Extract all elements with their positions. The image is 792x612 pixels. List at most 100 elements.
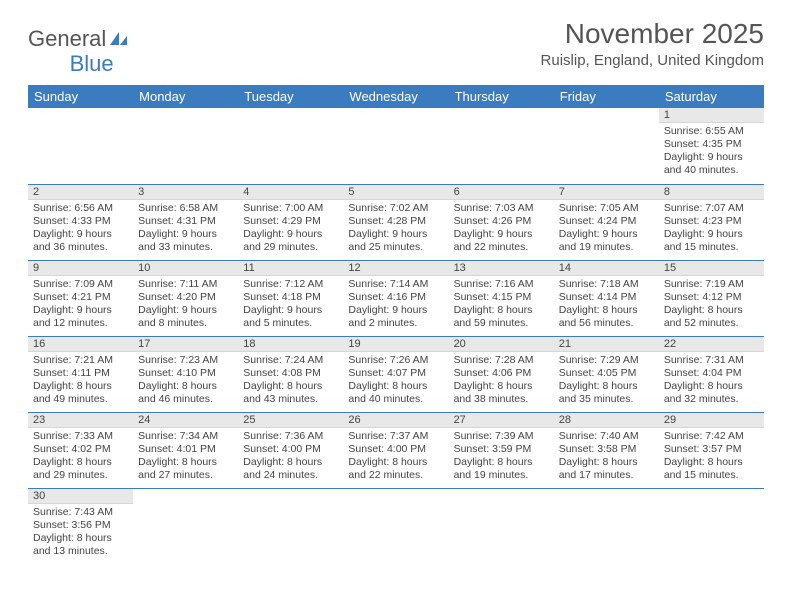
logo-text-1: General (28, 26, 106, 52)
day-number: 18 (238, 337, 343, 352)
day-detail-line: Sunrise: 7:14 AM (348, 278, 443, 291)
day-detail-line: and 59 minutes. (454, 317, 549, 330)
day-detail-line: Sunset: 4:11 PM (33, 367, 128, 380)
calendar-week-row: 23Sunrise: 7:33 AMSunset: 4:02 PMDayligh… (28, 412, 764, 488)
logo: General (28, 18, 130, 52)
day-number: 27 (449, 413, 554, 428)
calendar-day-cell: 20Sunrise: 7:28 AMSunset: 4:06 PMDayligh… (449, 336, 554, 412)
day-number: 6 (449, 185, 554, 200)
calendar-day-cell: 13Sunrise: 7:16 AMSunset: 4:15 PMDayligh… (449, 260, 554, 336)
day-detail-line: Sunrise: 7:19 AM (664, 278, 759, 291)
calendar-day-cell: 26Sunrise: 7:37 AMSunset: 4:00 PMDayligh… (343, 412, 448, 488)
day-details: Sunrise: 7:14 AMSunset: 4:16 PMDaylight:… (343, 276, 448, 334)
calendar-week-row: 30Sunrise: 7:43 AMSunset: 3:56 PMDayligh… (28, 488, 764, 564)
day-details: Sunrise: 6:55 AMSunset: 4:35 PMDaylight:… (659, 123, 764, 181)
day-details: Sunrise: 7:19 AMSunset: 4:12 PMDaylight:… (659, 276, 764, 334)
day-details: Sunrise: 7:42 AMSunset: 3:57 PMDaylight:… (659, 428, 764, 486)
day-detail-line: Daylight: 9 hours (138, 228, 233, 241)
calendar-day-cell: 6Sunrise: 7:03 AMSunset: 4:26 PMDaylight… (449, 184, 554, 260)
calendar-week-row: 16Sunrise: 7:21 AMSunset: 4:11 PMDayligh… (28, 336, 764, 412)
day-detail-line: Sunrise: 7:34 AM (138, 430, 233, 443)
day-detail-line: and 56 minutes. (559, 317, 654, 330)
calendar-day-cell: 14Sunrise: 7:18 AMSunset: 4:14 PMDayligh… (554, 260, 659, 336)
day-detail-line: Daylight: 8 hours (138, 380, 233, 393)
day-details: Sunrise: 7:07 AMSunset: 4:23 PMDaylight:… (659, 200, 764, 258)
month-title: November 2025 (541, 18, 764, 50)
day-detail-line: Sunset: 4:12 PM (664, 291, 759, 304)
day-detail-line: Sunset: 4:05 PM (559, 367, 654, 380)
day-detail-line: Sunset: 4:18 PM (243, 291, 338, 304)
day-number: 29 (659, 413, 764, 428)
day-detail-line: Sunset: 4:00 PM (348, 443, 443, 456)
day-number: 11 (238, 261, 343, 276)
day-detail-line: Sunrise: 7:43 AM (33, 506, 128, 519)
day-detail-line: Daylight: 9 hours (33, 228, 128, 241)
day-details: Sunrise: 7:28 AMSunset: 4:06 PMDaylight:… (449, 352, 554, 410)
day-number: 9 (28, 261, 133, 276)
day-detail-line: Sunset: 4:26 PM (454, 215, 549, 228)
day-detail-line: Sunset: 4:33 PM (33, 215, 128, 228)
calendar-empty-cell (554, 108, 659, 184)
day-detail-line: and 35 minutes. (559, 393, 654, 406)
day-number: 15 (659, 261, 764, 276)
day-details: Sunrise: 7:21 AMSunset: 4:11 PMDaylight:… (28, 352, 133, 410)
weekday-header: Tuesday (238, 85, 343, 108)
calendar-empty-cell (133, 488, 238, 564)
day-detail-line: Daylight: 8 hours (454, 456, 549, 469)
day-detail-line: and 33 minutes. (138, 241, 233, 254)
calendar-day-cell: 21Sunrise: 7:29 AMSunset: 4:05 PMDayligh… (554, 336, 659, 412)
calendar-day-cell: 24Sunrise: 7:34 AMSunset: 4:01 PMDayligh… (133, 412, 238, 488)
day-detail-line: and 13 minutes. (33, 545, 128, 558)
day-detail-line: Sunset: 4:15 PM (454, 291, 549, 304)
calendar-day-cell: 8Sunrise: 7:07 AMSunset: 4:23 PMDaylight… (659, 184, 764, 260)
calendar-day-cell: 22Sunrise: 7:31 AMSunset: 4:04 PMDayligh… (659, 336, 764, 412)
day-detail-line: Sunrise: 7:03 AM (454, 202, 549, 215)
day-detail-line: Sunset: 4:06 PM (454, 367, 549, 380)
day-detail-line: and 8 minutes. (138, 317, 233, 330)
day-detail-line: Daylight: 8 hours (454, 304, 549, 317)
calendar-day-cell: 25Sunrise: 7:36 AMSunset: 4:00 PMDayligh… (238, 412, 343, 488)
day-details: Sunrise: 7:33 AMSunset: 4:02 PMDaylight:… (28, 428, 133, 486)
day-detail-line: and 19 minutes. (559, 241, 654, 254)
day-detail-line: and 22 minutes. (348, 469, 443, 482)
day-detail-line: Daylight: 9 hours (348, 304, 443, 317)
weekday-header: Saturday (659, 85, 764, 108)
calendar-body: 1Sunrise: 6:55 AMSunset: 4:35 PMDaylight… (28, 108, 764, 564)
calendar-day-cell: 3Sunrise: 6:58 AMSunset: 4:31 PMDaylight… (133, 184, 238, 260)
day-detail-line: and 52 minutes. (664, 317, 759, 330)
day-detail-line: and 19 minutes. (454, 469, 549, 482)
day-detail-line: Daylight: 8 hours (348, 380, 443, 393)
calendar-day-cell: 7Sunrise: 7:05 AMSunset: 4:24 PMDaylight… (554, 184, 659, 260)
calendar-day-cell: 18Sunrise: 7:24 AMSunset: 4:08 PMDayligh… (238, 336, 343, 412)
day-detail-line: Daylight: 9 hours (664, 228, 759, 241)
calendar-header-row: SundayMondayTuesdayWednesdayThursdayFrid… (28, 85, 764, 108)
day-number: 28 (554, 413, 659, 428)
day-details: Sunrise: 7:11 AMSunset: 4:20 PMDaylight:… (133, 276, 238, 334)
calendar-day-cell: 15Sunrise: 7:19 AMSunset: 4:12 PMDayligh… (659, 260, 764, 336)
day-number: 19 (343, 337, 448, 352)
day-number: 20 (449, 337, 554, 352)
day-detail-line: Daylight: 8 hours (454, 380, 549, 393)
day-detail-line: Daylight: 8 hours (559, 380, 654, 393)
location-text: Ruislip, England, United Kingdom (541, 52, 764, 69)
day-detail-line: and 49 minutes. (33, 393, 128, 406)
calendar-empty-cell (449, 108, 554, 184)
day-detail-line: Sunset: 4:35 PM (664, 138, 759, 151)
day-detail-line: and 2 minutes. (348, 317, 443, 330)
calendar-day-cell: 19Sunrise: 7:26 AMSunset: 4:07 PMDayligh… (343, 336, 448, 412)
calendar-day-cell: 11Sunrise: 7:12 AMSunset: 4:18 PMDayligh… (238, 260, 343, 336)
weekday-header: Sunday (28, 85, 133, 108)
calendar-empty-cell (449, 488, 554, 564)
day-detail-line: and 24 minutes. (243, 469, 338, 482)
day-detail-line: Sunrise: 7:18 AM (559, 278, 654, 291)
day-detail-line: Sunset: 3:59 PM (454, 443, 549, 456)
day-detail-line: Sunrise: 7:26 AM (348, 354, 443, 367)
calendar-day-cell: 1Sunrise: 6:55 AMSunset: 4:35 PMDaylight… (659, 108, 764, 184)
day-details: Sunrise: 7:36 AMSunset: 4:00 PMDaylight:… (238, 428, 343, 486)
day-detail-line: Sunrise: 6:56 AM (33, 202, 128, 215)
calendar-day-cell: 9Sunrise: 7:09 AMSunset: 4:21 PMDaylight… (28, 260, 133, 336)
day-detail-line: Sunset: 4:20 PM (138, 291, 233, 304)
day-detail-line: Daylight: 8 hours (348, 456, 443, 469)
calendar-day-cell: 28Sunrise: 7:40 AMSunset: 3:58 PMDayligh… (554, 412, 659, 488)
day-detail-line: Sunrise: 7:28 AM (454, 354, 549, 367)
